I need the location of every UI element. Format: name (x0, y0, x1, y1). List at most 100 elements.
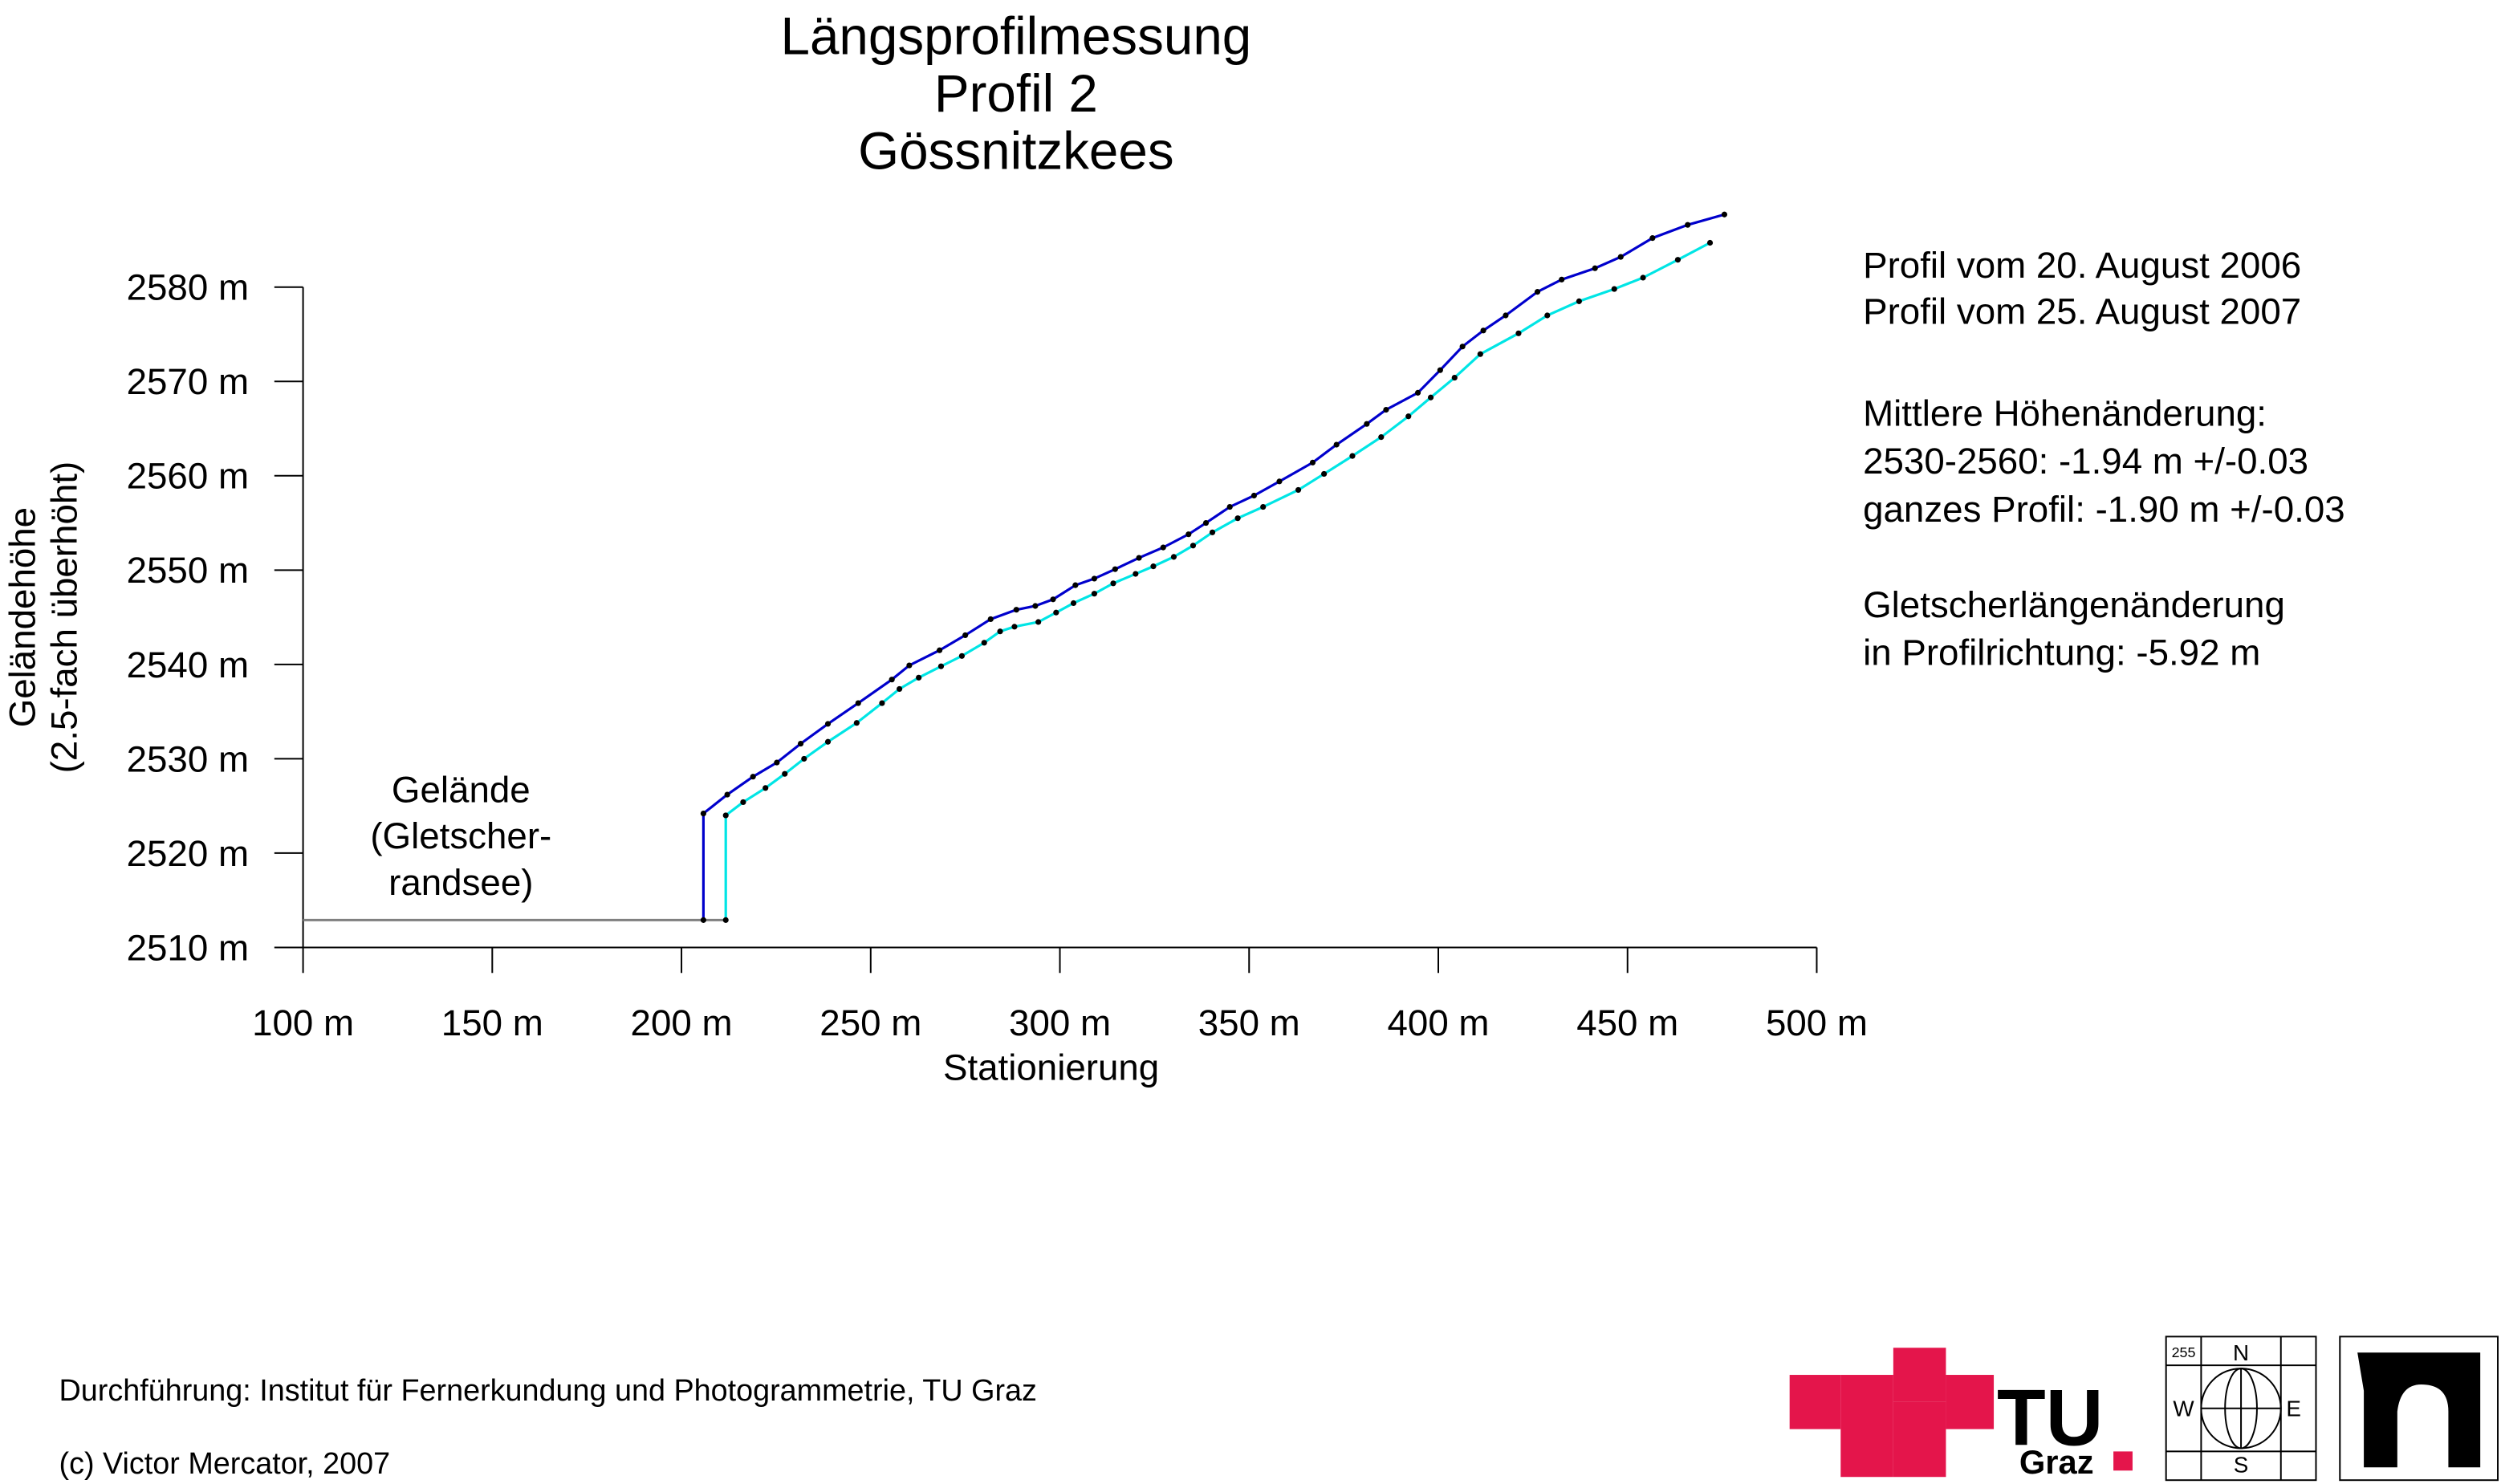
data-point (1260, 504, 1267, 510)
x-tick-label: 200 m (631, 1002, 733, 1043)
data-point (1133, 571, 1139, 577)
y-tick-label: 2530 m (127, 738, 249, 779)
chart-title: Gössnitzkees (858, 122, 1174, 181)
data-point (1383, 406, 1389, 413)
right-logo (2339, 1336, 2499, 1482)
footer-text: (c) Victor Mercator, 2007 (59, 1446, 391, 1480)
data-point (897, 685, 903, 692)
data-point (962, 632, 969, 639)
data-point (906, 662, 913, 669)
y-tick-label: 2540 m (127, 644, 249, 685)
compass-label: N (2233, 1340, 2249, 1365)
y-axis-label: (2.5-fach überhöht) (43, 461, 84, 774)
data-point (937, 663, 945, 669)
data-point (1226, 504, 1233, 510)
logo-text: TU (1997, 1373, 2103, 1462)
data-point (782, 770, 788, 777)
data-point (1405, 413, 1412, 420)
data-point (853, 720, 860, 726)
footer-text: Durchführung: Institut für Fernerkundung… (59, 1373, 1037, 1407)
data-point (1185, 531, 1192, 538)
data-point (1721, 211, 1728, 218)
data-point (1250, 492, 1257, 499)
data-point (1685, 222, 1691, 228)
y-tick-label: 2520 m (127, 833, 249, 874)
data-point (1295, 486, 1302, 494)
x-tick-label: 250 m (819, 1002, 921, 1043)
data-point (1477, 351, 1483, 357)
x-tick-label: 450 m (1576, 1002, 1678, 1043)
data-point (1503, 312, 1509, 319)
x-tick-label: 500 m (1766, 1002, 1868, 1043)
data-point (722, 917, 729, 923)
compass-label: W (2173, 1397, 2194, 1421)
data-point (987, 616, 994, 623)
stats-text: Gletscherlängenänderung (1863, 584, 2285, 625)
data-point (1234, 515, 1241, 522)
data-point (997, 628, 1003, 635)
data-point (916, 674, 922, 681)
stats-text: Mittlere Höhenänderung: (1863, 393, 2267, 434)
data-point (1674, 257, 1682, 263)
chart-title: Längsprofilmessung (780, 7, 1251, 66)
legend-entry: Profil vom 20. August 2006 (1863, 245, 2301, 286)
data-point (879, 700, 885, 706)
data-point (1150, 563, 1157, 570)
compass-label: S (2234, 1452, 2249, 1477)
data-point (1515, 330, 1522, 336)
data-point (1559, 276, 1565, 283)
data-point (1611, 286, 1617, 292)
data-point (1333, 441, 1340, 448)
data-point (1072, 582, 1079, 588)
x-tick-label: 300 m (1009, 1002, 1111, 1043)
data-point (1011, 624, 1018, 630)
data-point (1706, 239, 1714, 246)
x-tick-label: 350 m (1198, 1002, 1300, 1043)
y-tick-label: 2550 m (127, 550, 249, 591)
data-point (1309, 459, 1316, 466)
data-point (1035, 619, 1042, 625)
y-tick-label: 2560 m (127, 456, 249, 497)
data-point (1534, 289, 1541, 295)
data-point (1013, 607, 1019, 613)
data-point (762, 785, 769, 791)
data-point (824, 721, 832, 727)
y-axis-label: Geländehöhe (2, 507, 43, 727)
data-point (981, 640, 987, 646)
data-point (1321, 470, 1328, 478)
data-point (1110, 580, 1116, 587)
stats-text: in Profilrichtung: -5.92 m (1863, 632, 2260, 673)
compass-label: E (2286, 1397, 2301, 1421)
data-point (1170, 554, 1177, 560)
data-point (700, 917, 706, 923)
data-point (1451, 374, 1458, 381)
data-point (801, 755, 807, 762)
series-line (724, 242, 1711, 921)
data-point (740, 799, 746, 806)
data-point (1050, 596, 1056, 603)
data-point (700, 810, 706, 817)
data-point (1480, 327, 1486, 334)
data-point (1592, 265, 1598, 271)
logo-text: Graz (2019, 1443, 2094, 1481)
data-point (1202, 519, 1210, 527)
data-point (774, 759, 780, 766)
x-tick-label: 400 m (1388, 1002, 1490, 1043)
data-point (1112, 566, 1118, 572)
annotation: randsee) (388, 862, 533, 903)
series-line (702, 213, 1725, 921)
data-point (724, 791, 730, 798)
y-tick-label: 2580 m (127, 267, 249, 308)
data-point (1091, 591, 1098, 597)
y-tick-label: 2510 m (127, 927, 249, 968)
data-point (958, 653, 965, 659)
data-point (1136, 555, 1142, 561)
annotation: (Gletscher- (370, 815, 551, 856)
x-tick-label: 100 m (252, 1002, 354, 1043)
data-point (937, 647, 943, 653)
data-point (1070, 600, 1077, 607)
annotation: Gelände (392, 770, 531, 811)
stats-text: 2530-2560: -1.94 m +/-0.03 (1863, 441, 2308, 482)
data-point (1437, 367, 1443, 373)
